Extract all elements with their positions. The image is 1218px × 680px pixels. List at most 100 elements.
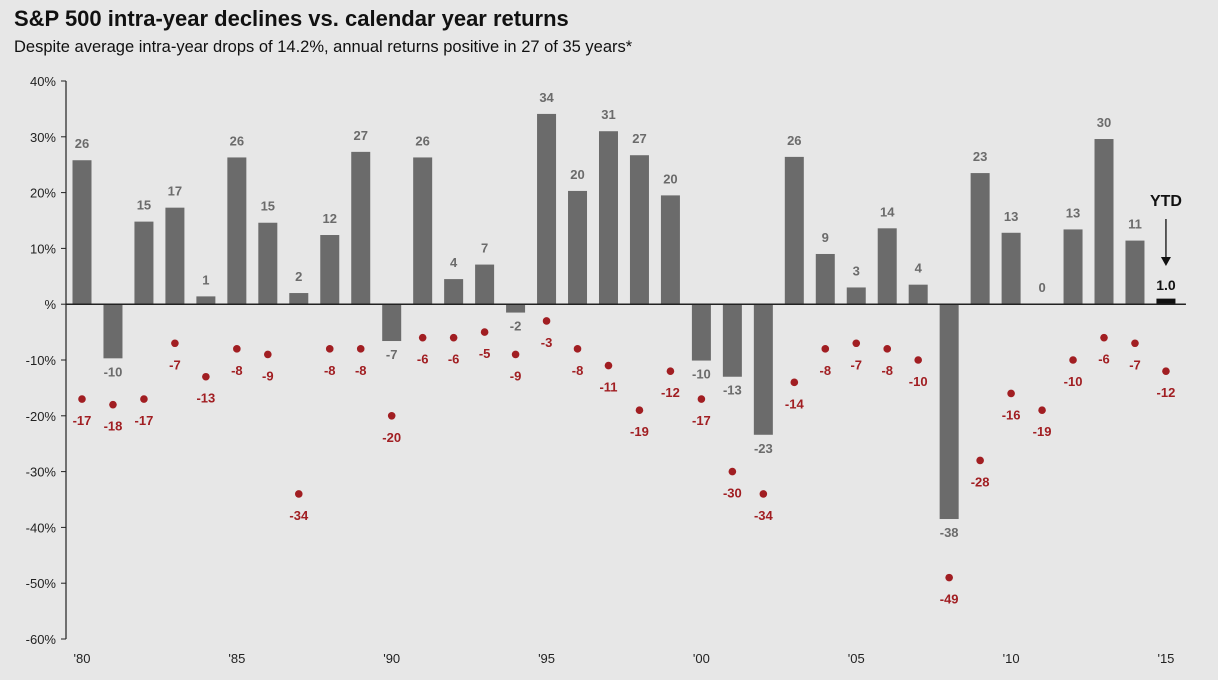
- y-tick-label: -60%: [26, 632, 57, 647]
- return-bar: [537, 113, 557, 305]
- decline-label: -17: [73, 413, 92, 428]
- x-tick-label: '80: [74, 651, 91, 666]
- return-bar: [815, 253, 835, 305]
- decline-point: [264, 350, 272, 359]
- return-label: 2: [295, 269, 302, 284]
- y-tick-label: -30%: [26, 465, 57, 480]
- decline-point: [542, 317, 551, 325]
- decline-label: -10: [909, 374, 928, 389]
- return-bar: [1125, 240, 1145, 305]
- decline-point: [233, 345, 241, 353]
- return-bar: [629, 155, 649, 305]
- decline-label: -30: [723, 486, 742, 501]
- return-label: 34: [539, 90, 554, 105]
- x-tick-label: '10: [1003, 651, 1020, 666]
- return-label: 20: [570, 167, 584, 182]
- return-bar: [72, 160, 92, 305]
- return-bar: [134, 221, 154, 305]
- return-label: 26: [75, 136, 89, 151]
- decline-point: [171, 339, 179, 348]
- return-bar: [289, 293, 309, 305]
- return-label: 11: [1128, 217, 1142, 232]
- decline-label: -49: [940, 592, 959, 607]
- return-label: 15: [261, 199, 275, 214]
- decline-label: -11: [599, 380, 617, 395]
- decline-label: -6: [417, 352, 429, 367]
- decline-point: [1131, 339, 1139, 348]
- return-label: 17: [168, 184, 182, 199]
- decline-point: [1007, 389, 1015, 398]
- return-label: -38: [940, 525, 959, 540]
- decline-point: [697, 395, 706, 403]
- x-tick-label: '90: [383, 651, 400, 666]
- decline-label: -12: [661, 385, 680, 400]
- y-tick-label: %: [44, 297, 56, 312]
- decline-point: [418, 333, 427, 342]
- y-tick-label: 10%: [30, 241, 56, 256]
- decline-label: -34: [754, 508, 774, 523]
- ytd-arrow-head: [1160, 257, 1171, 266]
- decline-point: [480, 328, 489, 336]
- return-bar: [1063, 229, 1083, 305]
- x-tick-label: '95: [538, 651, 555, 666]
- y-tick-label: -40%: [26, 520, 57, 535]
- return-label: 0: [1038, 280, 1045, 295]
- decline-label: -5: [479, 346, 491, 361]
- chart-title: S&P 500 intra-year declines vs. calendar…: [14, 6, 569, 31]
- return-label: 31: [601, 107, 615, 122]
- return-label: 7: [481, 241, 488, 256]
- decline-label: -8: [881, 363, 893, 378]
- return-bar: [444, 279, 464, 305]
- return-label: 20: [663, 171, 677, 186]
- return-label: 3: [853, 263, 860, 278]
- return-label: 9: [822, 230, 829, 245]
- decline-point: [604, 361, 613, 370]
- decline-point: [790, 378, 799, 387]
- decline-label: -9: [510, 368, 522, 383]
- decline-label: -7: [1129, 357, 1141, 372]
- return-label: 30: [1097, 115, 1111, 130]
- return-label: 4: [450, 255, 458, 270]
- return-bar: [103, 304, 123, 359]
- y-tick-label: 30%: [30, 130, 56, 145]
- decline-point: [78, 395, 86, 403]
- decline-label: -6: [1098, 352, 1110, 367]
- return-label: -7: [386, 347, 398, 362]
- return-bar: [722, 304, 742, 377]
- decline-label: -17: [135, 413, 154, 428]
- return-bar: [227, 157, 247, 305]
- return-bar: [568, 190, 588, 305]
- decline-point: [759, 490, 768, 498]
- decline-label: -7: [850, 357, 862, 372]
- decline-point: [666, 367, 675, 375]
- decline-point: [356, 345, 365, 353]
- decline-point: [573, 345, 582, 353]
- return-label: 26: [787, 133, 801, 148]
- decline-label: -8: [231, 363, 243, 378]
- return-bar: [475, 264, 495, 305]
- return-label: 4: [915, 261, 923, 276]
- decline-point: [294, 490, 303, 498]
- decline-label: -19: [1033, 424, 1052, 439]
- return-bar: [258, 222, 278, 305]
- decline-point: [387, 412, 396, 420]
- decline-point: [635, 406, 644, 415]
- decline-point: [728, 467, 737, 476]
- decline-label: -28: [971, 474, 990, 489]
- return-bar: [753, 304, 773, 435]
- return-bar: [660, 195, 680, 305]
- decline-point: [325, 345, 334, 353]
- decline-point: [140, 395, 148, 403]
- decline-label: -16: [1002, 407, 1021, 422]
- chart-subtitle: Despite average intra-year drops of 14.2…: [14, 38, 633, 56]
- decline-label: -18: [104, 419, 123, 434]
- decline-label: -19: [630, 424, 649, 439]
- return-label: -23: [754, 441, 773, 456]
- decline-point: [1038, 406, 1046, 415]
- return-bar: [196, 296, 216, 305]
- decline-point: [449, 333, 458, 342]
- return-label: -2: [510, 319, 522, 334]
- decline-point: [821, 345, 830, 353]
- y-tick-label: -10%: [26, 353, 57, 368]
